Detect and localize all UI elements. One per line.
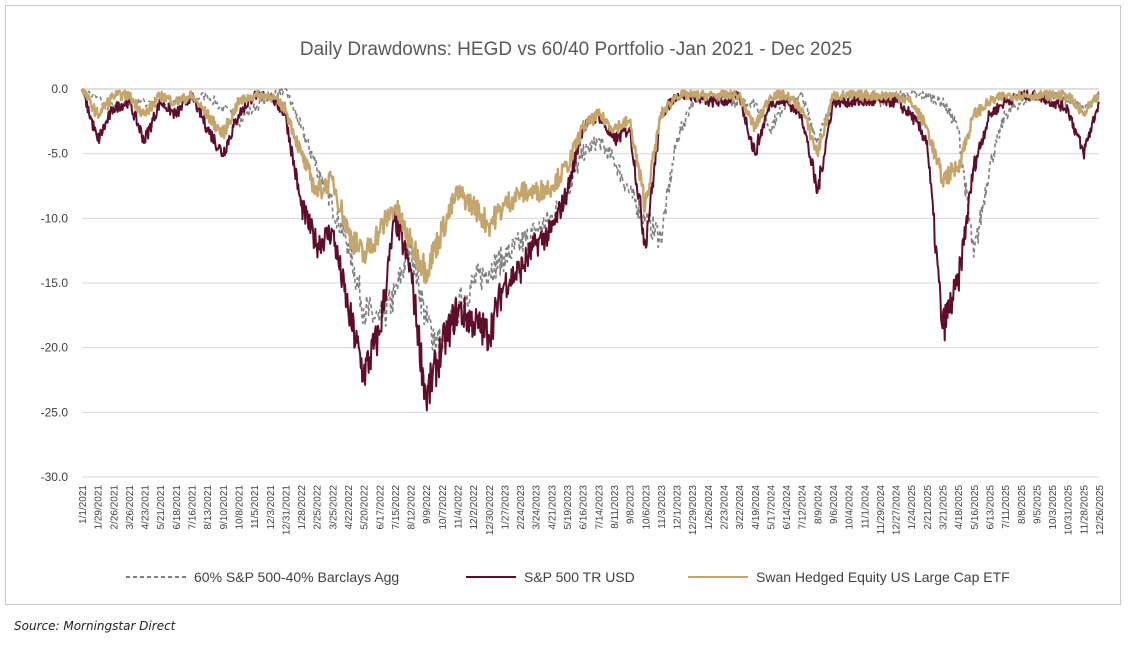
chart-title: Daily Drawdowns: HEGD vs 60/40 Portfolio… <box>300 39 852 60</box>
x-tick-label: 9/10/2021 <box>219 485 230 530</box>
x-tick-label: 7/14/2023 <box>594 485 605 530</box>
x-tick-label: 12/3/2021 <box>266 485 277 530</box>
x-tick-label: 5/20/2022 <box>360 485 371 530</box>
x-tick-label: 6/13/2025 <box>985 485 996 530</box>
x-tick-label: 3/22/2024 <box>735 485 746 530</box>
x-tick-label: 6/14/2024 <box>782 485 793 530</box>
y-tick-label: -5.0 <box>47 147 68 161</box>
x-tick-label: 8/13/2021 <box>203 485 214 530</box>
x-tick-label: 1/26/2024 <box>704 485 715 530</box>
series-lines <box>81 87 1100 412</box>
x-tick-label: 12/2/2022 <box>469 485 480 530</box>
x-tick-label: 6/17/2022 <box>375 485 386 530</box>
series-line <box>81 88 1100 412</box>
x-tick-label: 7/16/2021 <box>188 485 199 530</box>
x-tick-label: 3/25/2022 <box>328 485 339 530</box>
x-tick-label: 8/12/2022 <box>407 485 418 530</box>
y-tick-label: -15.0 <box>41 276 69 290</box>
x-tick-label: 4/18/2025 <box>954 485 965 530</box>
x-tick-label: 11/5/2021 <box>250 485 261 529</box>
x-tick-label: 11/4/2022 <box>454 485 465 529</box>
x-tick-label: 9/6/2024 <box>829 485 840 524</box>
x-tick-label: 6/18/2021 <box>172 485 183 530</box>
x-tick-label: 3/24/2023 <box>532 485 543 530</box>
y-tick-label: 0.0 <box>51 82 68 96</box>
x-tick-label: 1/29/2021 <box>94 485 105 530</box>
legend-label: 60% S&P 500-40% Barclays Agg <box>194 569 399 585</box>
x-tick-label: 10/4/2024 <box>845 485 856 530</box>
y-tick-label: -25.0 <box>41 405 69 419</box>
x-tick-label: 5/21/2021 <box>156 485 167 530</box>
chart-frame: Daily Drawdowns: HEGD vs 60/40 Portfolio… <box>5 5 1121 605</box>
x-tick-label: 1/1/2021 <box>78 485 89 524</box>
x-tick-label: 5/16/2025 <box>970 485 981 530</box>
series-line <box>81 87 1100 285</box>
x-tick-label: 11/28/2025 <box>1079 485 1090 535</box>
x-tick-label: 2/24/2023 <box>516 485 527 530</box>
x-tick-label: 12/31/2021 <box>281 485 292 535</box>
x-tick-label: 1/27/2023 <box>500 485 511 530</box>
x-tick-label: 8/8/2025 <box>1017 485 1028 524</box>
y-tick-label: -20.0 <box>41 341 69 355</box>
y-tick-label: -30.0 <box>41 470 69 484</box>
x-tick-label: 9/9/2022 <box>422 485 433 524</box>
x-tick-label: 10/3/2025 <box>1048 485 1059 530</box>
series-line <box>81 88 1100 364</box>
x-tick-label: 12/27/2024 <box>892 485 903 535</box>
x-tick-label: 12/30/2022 <box>485 485 496 535</box>
x-tick-label: 3/21/2025 <box>939 485 950 530</box>
x-tick-label: 10/31/2025 <box>1064 485 1075 535</box>
x-tick-label: 10/8/2021 <box>234 485 245 530</box>
x-tick-label: 2/26/2021 <box>109 485 120 530</box>
x-tick-label: 8/11/2023 <box>610 485 621 529</box>
x-tick-label: 4/22/2022 <box>344 485 355 530</box>
x-tick-label: 11/3/2023 <box>657 485 668 529</box>
x-tick-label: 10/7/2022 <box>438 485 449 530</box>
x-tick-label: 9/8/2023 <box>626 485 637 524</box>
x-tick-label: 6/16/2023 <box>579 485 590 530</box>
x-tick-label: 12/26/2025 <box>1095 485 1106 535</box>
legend: 60% S&P 500-40% Barclays Agg S&P 500 TR U… <box>126 569 1010 585</box>
x-tick-label: 1/24/2025 <box>907 485 918 530</box>
gridlines <box>82 88 1099 478</box>
x-tick-label: 12/29/2023 <box>688 485 699 535</box>
drawdown-chart: Daily Drawdowns: HEGD vs 60/40 Portfolio… <box>41 39 1106 585</box>
x-tick-label: 7/15/2022 <box>391 485 402 530</box>
source-note: Source: Morningstar Direct <box>14 619 176 633</box>
x-axis-ticks: 1/1/2021 1/29/2021 2/26/2021 3/26/2021 4/23/… <box>78 485 1106 535</box>
x-tick-label: 11/29/2024 <box>876 485 887 535</box>
legend-label: Swan Hedged Equity US Large Cap ETF <box>756 569 1010 585</box>
y-axis-ticks: 0.0 -5.0 -10.0 -15.0 -20.0 -25.0 -30.0 <box>41 82 69 484</box>
x-tick-label: 11/1/2024 <box>860 485 871 529</box>
x-tick-label: 12/1/2023 <box>673 485 684 530</box>
x-tick-label: 3/26/2021 <box>125 485 136 530</box>
x-tick-label: 10/6/2023 <box>641 485 652 530</box>
x-tick-label: 2/25/2022 <box>313 485 324 530</box>
x-tick-label: 4/23/2021 <box>141 485 152 530</box>
x-tick-label: 4/21/2023 <box>547 485 558 530</box>
x-tick-label: 2/23/2024 <box>719 485 730 530</box>
legend-label: S&P 500 TR USD <box>524 569 635 585</box>
x-tick-label: 9/5/2025 <box>1032 485 1043 524</box>
x-tick-label: 2/21/2025 <box>923 485 934 530</box>
x-tick-label: 4/19/2024 <box>751 485 762 530</box>
x-tick-label: 7/12/2024 <box>798 485 809 530</box>
x-tick-label: 1/28/2022 <box>297 485 308 530</box>
x-tick-label: 5/17/2024 <box>766 485 777 530</box>
y-tick-label: -10.0 <box>41 211 69 225</box>
x-tick-label: 5/19/2023 <box>563 485 574 530</box>
x-tick-label: 8/9/2024 <box>813 485 824 524</box>
x-tick-label: 7/11/2025 <box>1001 485 1012 529</box>
